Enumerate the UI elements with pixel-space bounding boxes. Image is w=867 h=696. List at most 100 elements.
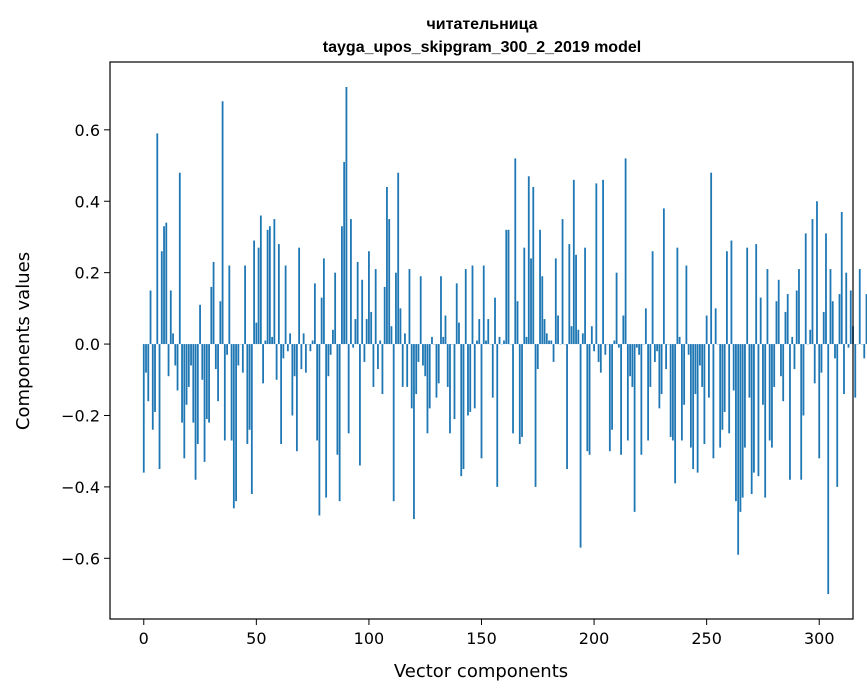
- bar: [201, 344, 204, 380]
- bar: [494, 297, 496, 345]
- bar: [426, 344, 429, 434]
- bar: [354, 319, 357, 345]
- bar: [223, 344, 226, 441]
- bar: [341, 226, 343, 345]
- y-tick-label: 0.6: [75, 121, 100, 140]
- bar: [415, 344, 418, 395]
- bar: [604, 344, 607, 355]
- bar: [631, 344, 634, 387]
- bar: [381, 344, 384, 395]
- bar: [291, 344, 294, 416]
- bar: [768, 344, 771, 441]
- bar: [548, 340, 550, 345]
- bar: [858, 269, 861, 345]
- bar: [505, 229, 508, 345]
- bar: [800, 344, 803, 480]
- bar: [487, 319, 490, 345]
- bar: [780, 344, 782, 377]
- bar: [226, 344, 228, 355]
- bar: [671, 344, 674, 441]
- bar: [822, 311, 825, 345]
- bar: [464, 269, 467, 345]
- y-tick-label: 0.4: [75, 192, 100, 211]
- bar: [705, 315, 708, 345]
- bar: [710, 172, 713, 345]
- plot-frame: [109, 61, 854, 620]
- bar: [617, 344, 620, 348]
- bar: [444, 315, 447, 345]
- bar: [512, 344, 514, 434]
- bar: [154, 344, 156, 412]
- bar: [208, 344, 210, 423]
- bar: [802, 344, 805, 416]
- bar: [257, 247, 260, 345]
- bar: [250, 344, 253, 495]
- bar: [262, 344, 264, 384]
- bar: [516, 301, 519, 345]
- bar: [253, 240, 255, 345]
- bar: [336, 344, 339, 455]
- bar: [230, 344, 233, 441]
- bar: [167, 344, 170, 377]
- bar: [498, 336, 501, 345]
- bar: [169, 290, 172, 345]
- bar: [782, 344, 785, 402]
- bar: [293, 344, 296, 377]
- bar: [753, 344, 755, 473]
- bar: [829, 269, 832, 345]
- bar: [318, 344, 321, 516]
- bar: [811, 219, 814, 345]
- bar: [674, 344, 677, 484]
- bar: [460, 344, 463, 477]
- bar: [309, 344, 312, 352]
- bar: [624, 158, 627, 345]
- bar: [142, 344, 145, 473]
- bar: [775, 301, 778, 345]
- bar: [271, 336, 274, 345]
- bar: [442, 336, 445, 345]
- bar: [523, 247, 526, 345]
- bar: [365, 319, 368, 345]
- bar: [196, 344, 199, 445]
- bar: [410, 344, 413, 409]
- bar: [255, 322, 258, 345]
- bar: [203, 344, 206, 462]
- bar: [649, 344, 652, 387]
- bar: [485, 340, 487, 345]
- bar: [467, 344, 469, 416]
- bar: [680, 344, 683, 441]
- bar: [676, 247, 679, 345]
- bar: [372, 344, 375, 387]
- bar: [534, 344, 537, 487]
- bar: [813, 344, 816, 384]
- bar: [334, 272, 337, 345]
- bar: [228, 265, 231, 345]
- bar: [368, 251, 370, 345]
- bar: [322, 258, 325, 345]
- bar: [820, 344, 823, 373]
- bar: [777, 279, 780, 345]
- bar: [762, 344, 764, 405]
- bar: [163, 226, 165, 345]
- bar: [277, 244, 280, 345]
- bar: [687, 344, 690, 355]
- bar: [282, 344, 285, 359]
- bar: [145, 344, 147, 373]
- x-tick-label: 100: [354, 629, 385, 648]
- bar: [158, 344, 161, 470]
- bar: [217, 344, 219, 402]
- bar: [622, 315, 625, 345]
- bar: [149, 290, 152, 345]
- bar: [313, 283, 316, 345]
- bar: [836, 344, 839, 487]
- bar: [345, 86, 348, 345]
- bar: [268, 226, 271, 345]
- bar: [295, 344, 298, 452]
- bar: [151, 344, 154, 430]
- bar: [316, 344, 319, 441]
- bar: [626, 344, 629, 441]
- bar: [289, 333, 292, 345]
- bar: [577, 329, 580, 345]
- bar: [455, 283, 458, 345]
- bar: [383, 286, 386, 345]
